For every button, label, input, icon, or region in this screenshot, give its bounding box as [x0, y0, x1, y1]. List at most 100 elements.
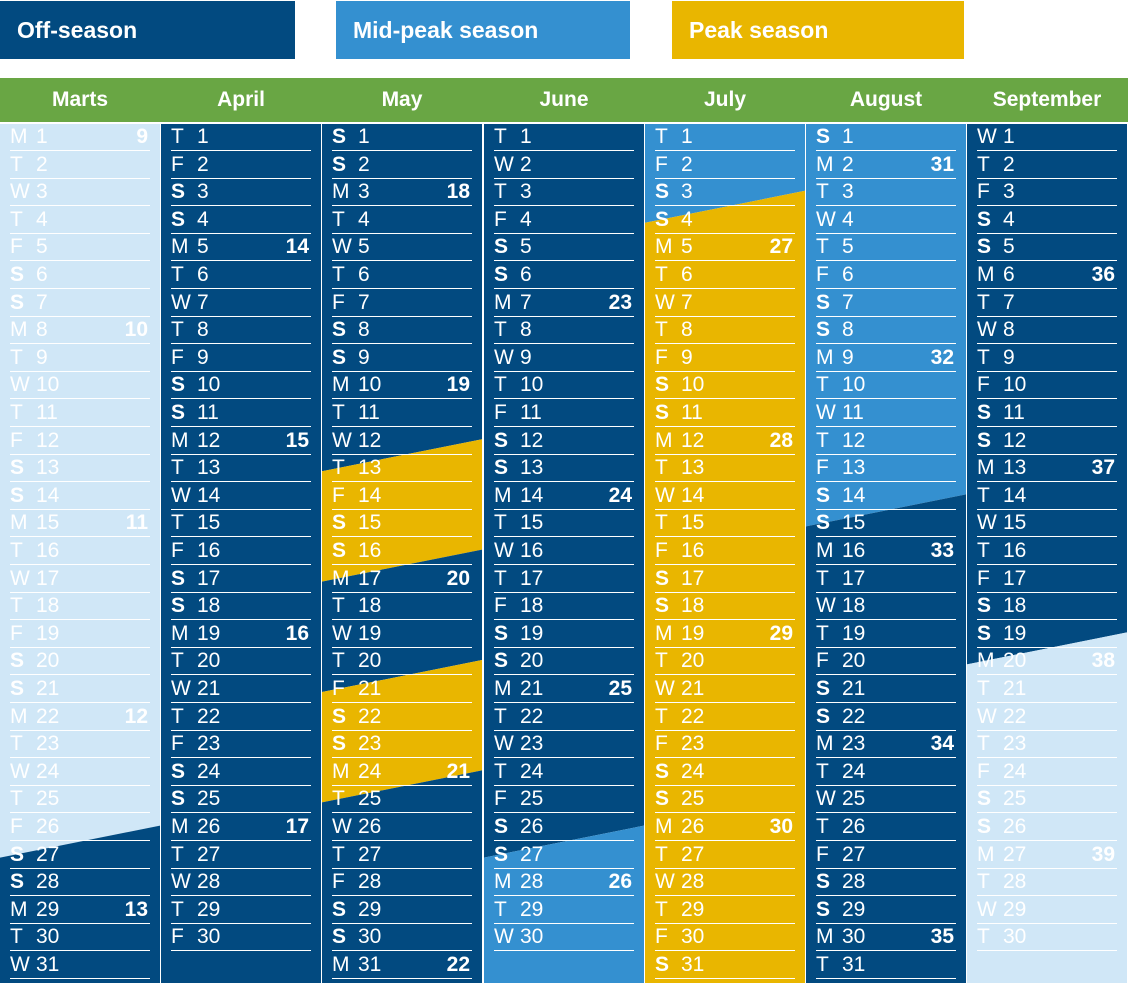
- day-number: 22: [520, 704, 544, 728]
- legend-mid-peak-season: Mid-peak season: [336, 1, 630, 59]
- day-number: 2: [197, 152, 209, 176]
- day-number: 6: [520, 263, 532, 286]
- day-number: 7: [681, 290, 693, 314]
- weekday-letter: M: [171, 235, 189, 259]
- weekday-letter: F: [816, 649, 829, 673]
- weekday-letter: T: [332, 207, 345, 231]
- weekday-letter: S: [816, 870, 831, 894]
- day-row: M 28 26: [494, 869, 634, 897]
- weekday-letter: T: [171, 125, 184, 148]
- day-row: T 15: [494, 510, 634, 538]
- season-block-off: [0, 825, 160, 983]
- day-number: 15: [36, 511, 60, 535]
- weekday-letter: T: [977, 925, 990, 949]
- weekday-letter: W: [816, 594, 836, 618]
- weekday-letter: T: [655, 263, 668, 286]
- weekday-letter: M: [977, 263, 995, 286]
- week-number: 34: [930, 732, 954, 756]
- weekday-letter: F: [171, 925, 184, 949]
- weekday-letter: S: [816, 290, 831, 314]
- weekday-letter: F: [332, 870, 345, 894]
- day-number: 25: [842, 787, 866, 811]
- day-row: S 19: [494, 621, 634, 648]
- day-number: 19: [197, 621, 221, 645]
- day-row: W 17: [10, 566, 150, 593]
- day-row: S 11: [977, 400, 1117, 427]
- day-number: 21: [1003, 677, 1027, 700]
- week-number: 39: [1091, 842, 1115, 866]
- day-row: M 26 17: [171, 814, 311, 841]
- day-number: 24: [36, 759, 60, 783]
- day-row: T 15: [171, 510, 311, 538]
- day-number: 1: [1003, 125, 1015, 148]
- day-row: F 20: [816, 648, 956, 676]
- day-row: S 28: [10, 869, 150, 897]
- weekday-letter: T: [655, 125, 668, 148]
- day-number: 17: [358, 566, 382, 590]
- day-number: 31: [36, 953, 60, 976]
- day-row: T 27: [332, 842, 472, 869]
- weekday-letter: T: [494, 566, 507, 590]
- weekday-letter: M: [10, 125, 28, 148]
- day-number: 13: [842, 456, 866, 480]
- weekday-letter: T: [977, 732, 990, 756]
- day-row: T 18: [332, 593, 472, 621]
- day-row: T 14: [977, 483, 1117, 510]
- day-row: F 28: [332, 869, 472, 897]
- day-row: S 12: [494, 428, 634, 455]
- day-number: 12: [681, 428, 705, 452]
- day-number: 14: [520, 483, 544, 507]
- weekday-letter: M: [171, 428, 189, 452]
- day-number: 23: [358, 732, 382, 756]
- day-number: 26: [358, 815, 382, 838]
- day-number: 5: [681, 235, 693, 259]
- day-number: 4: [358, 207, 370, 231]
- weekday-letter: T: [332, 649, 345, 673]
- weekday-letter: F: [816, 456, 829, 480]
- day-row: S 26: [977, 814, 1117, 841]
- day-row: F 30: [655, 924, 795, 952]
- weekday-letter: F: [171, 345, 184, 369]
- weekday-letter: S: [655, 759, 670, 783]
- day-row: M 15 11: [10, 510, 150, 538]
- day-row: F 30: [171, 924, 311, 952]
- day-number: 26: [197, 815, 221, 838]
- day-number: 1: [842, 125, 854, 148]
- weekday-letter: W: [655, 870, 675, 894]
- weekday-letter: S: [816, 677, 831, 700]
- day-number: 27: [842, 842, 866, 866]
- weekday-letter: W: [977, 125, 997, 148]
- day-number: 29: [681, 897, 705, 921]
- weekday-letter: F: [171, 732, 184, 756]
- day-row: F 16: [655, 538, 795, 565]
- day-row: M 6 36: [977, 262, 1117, 289]
- day-number: 25: [36, 787, 60, 811]
- day-number: 19: [1003, 621, 1027, 645]
- weekday-letter: T: [332, 787, 345, 811]
- day-row: T 22: [494, 704, 634, 731]
- day-number: 30: [1003, 925, 1027, 949]
- day-number: 28: [1003, 870, 1027, 894]
- day-row: F 19: [10, 621, 150, 648]
- weekday-letter: W: [655, 290, 675, 314]
- day-row: S 29: [332, 897, 472, 924]
- day-row: M 3 18: [332, 179, 472, 207]
- weekday-letter: W: [494, 732, 514, 756]
- season-block-mid: [645, 124, 805, 223]
- weekday-letter: S: [494, 815, 509, 838]
- day-number: 27: [1003, 842, 1027, 866]
- weekday-letter: M: [171, 621, 189, 645]
- day-row: T 30: [10, 924, 150, 952]
- month-column: S 1 M 2 31 T 3 W 4 T 5 F 6 S 7 S 8 M 9 32 T 10 W 11 T 12 F 13 S 14 S 15…: [806, 124, 966, 983]
- day-number: 12: [520, 428, 544, 452]
- week-number: 17: [285, 815, 309, 838]
- day-number: 9: [842, 345, 854, 369]
- day-number: 18: [1003, 594, 1027, 618]
- weekday-letter: T: [171, 704, 184, 728]
